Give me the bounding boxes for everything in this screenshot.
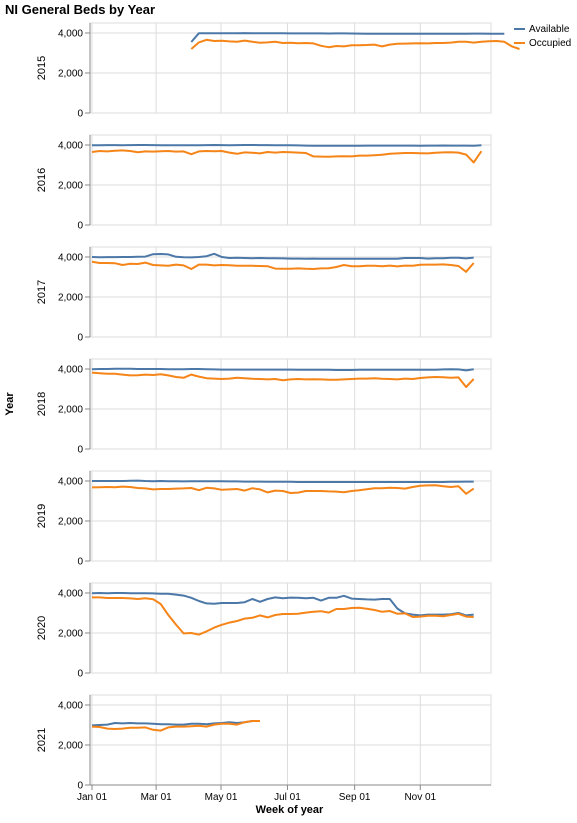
y-tick-label-2020-0: 0 [77, 669, 83, 680]
series-line-occupied-2018 [91, 371, 475, 388]
y-tick-label-2018-0: 0 [77, 445, 83, 456]
panel-frame-2020 [89, 582, 492, 674]
panel-frame-2016 [89, 134, 492, 226]
panel-frame-2017 [89, 246, 492, 338]
legend: Available Occupied [514, 22, 571, 50]
x-tick-label-1: Mar 01 [141, 792, 173, 803]
y-tick-label-2019-0: 0 [77, 557, 83, 568]
legend-swatch-available [514, 28, 525, 30]
x-axis-title: Week of year [256, 804, 324, 816]
y-tick-label-2020-2: 4,000 [58, 589, 83, 600]
facet-label-2016: 2016 [36, 168, 48, 192]
legend-swatch-occupied [514, 42, 525, 44]
panel-frame-2015 [89, 22, 492, 114]
y-tick-label-2016-0: 0 [77, 221, 83, 232]
series-line-available-2018 [91, 367, 474, 372]
series-line-available-2021 [91, 720, 260, 727]
series-line-occupied-2019 [91, 484, 475, 495]
y-tick-label-2018-1: 2,000 [58, 405, 83, 416]
series-line-available-2019 [92, 479, 474, 483]
facet-label-2019: 2019 [36, 504, 48, 528]
y-tick-label-2015-2: 4,000 [58, 29, 83, 40]
legend-item-available: Available [514, 22, 571, 36]
y-tick-label-2018-2: 4,000 [58, 365, 83, 376]
y-tick-label-2019-2: 4,000 [58, 477, 83, 488]
series-line-occupied-2016 [91, 149, 483, 164]
series-line-available-2017 [91, 252, 474, 260]
series-line-available-2016 [92, 144, 482, 147]
series-line-available-2015 [190, 32, 505, 43]
legend-label-available: Available [529, 23, 570, 35]
panel-frame-2018 [89, 358, 492, 450]
x-tick-label-4: Sep 01 [339, 792, 371, 803]
series-line-occupied-2020 [92, 596, 474, 636]
legend-label-occupied: Occupied [529, 37, 572, 49]
x-tick-label-3: Jul 01 [274, 792, 301, 803]
y-tick-label-2015-0: 0 [77, 109, 83, 120]
facet-label-2017: 2017 [36, 280, 48, 304]
facet-axis-title: Year [4, 392, 16, 416]
y-tick-label-2019-1: 2,000 [58, 517, 83, 528]
y-tick-label-2017-0: 0 [77, 333, 83, 344]
y-tick-label-2017-1: 2,000 [58, 293, 83, 304]
x-tick-label-5: Nov 01 [404, 792, 436, 803]
y-tick-label-2021-0: 0 [77, 781, 83, 792]
series-line-occupied-2021 [91, 720, 260, 732]
y-tick-label-2016-2: 4,000 [58, 141, 83, 152]
legend-item-occupied: Occupied [514, 36, 571, 50]
y-tick-label-2015-1: 2,000 [58, 69, 83, 80]
y-tick-label-2020-1: 2,000 [58, 629, 83, 640]
series-line-available-2020 [91, 592, 474, 617]
x-tick-label-2: May 01 [205, 792, 238, 803]
series-line-occupied-2017 [91, 260, 475, 273]
y-tick-label-2016-1: 2,000 [58, 181, 83, 192]
facet-label-2015: 2015 [36, 56, 48, 80]
x-tick-label-0: Jan 01 [77, 792, 107, 803]
facet-label-2018: 2018 [36, 392, 48, 416]
panel-frame-2021 [89, 694, 492, 786]
y-tick-label-2017-2: 4,000 [58, 253, 83, 264]
y-tick-label-2021-2: 4,000 [58, 701, 83, 712]
chart-title: NI General Beds by Year [5, 2, 156, 17]
facet-label-2020: 2020 [36, 616, 48, 640]
facet-label-2021: 2021 [36, 728, 48, 752]
series-line-occupied-2015 [190, 38, 520, 50]
y-tick-label-2021-1: 2,000 [58, 741, 83, 752]
